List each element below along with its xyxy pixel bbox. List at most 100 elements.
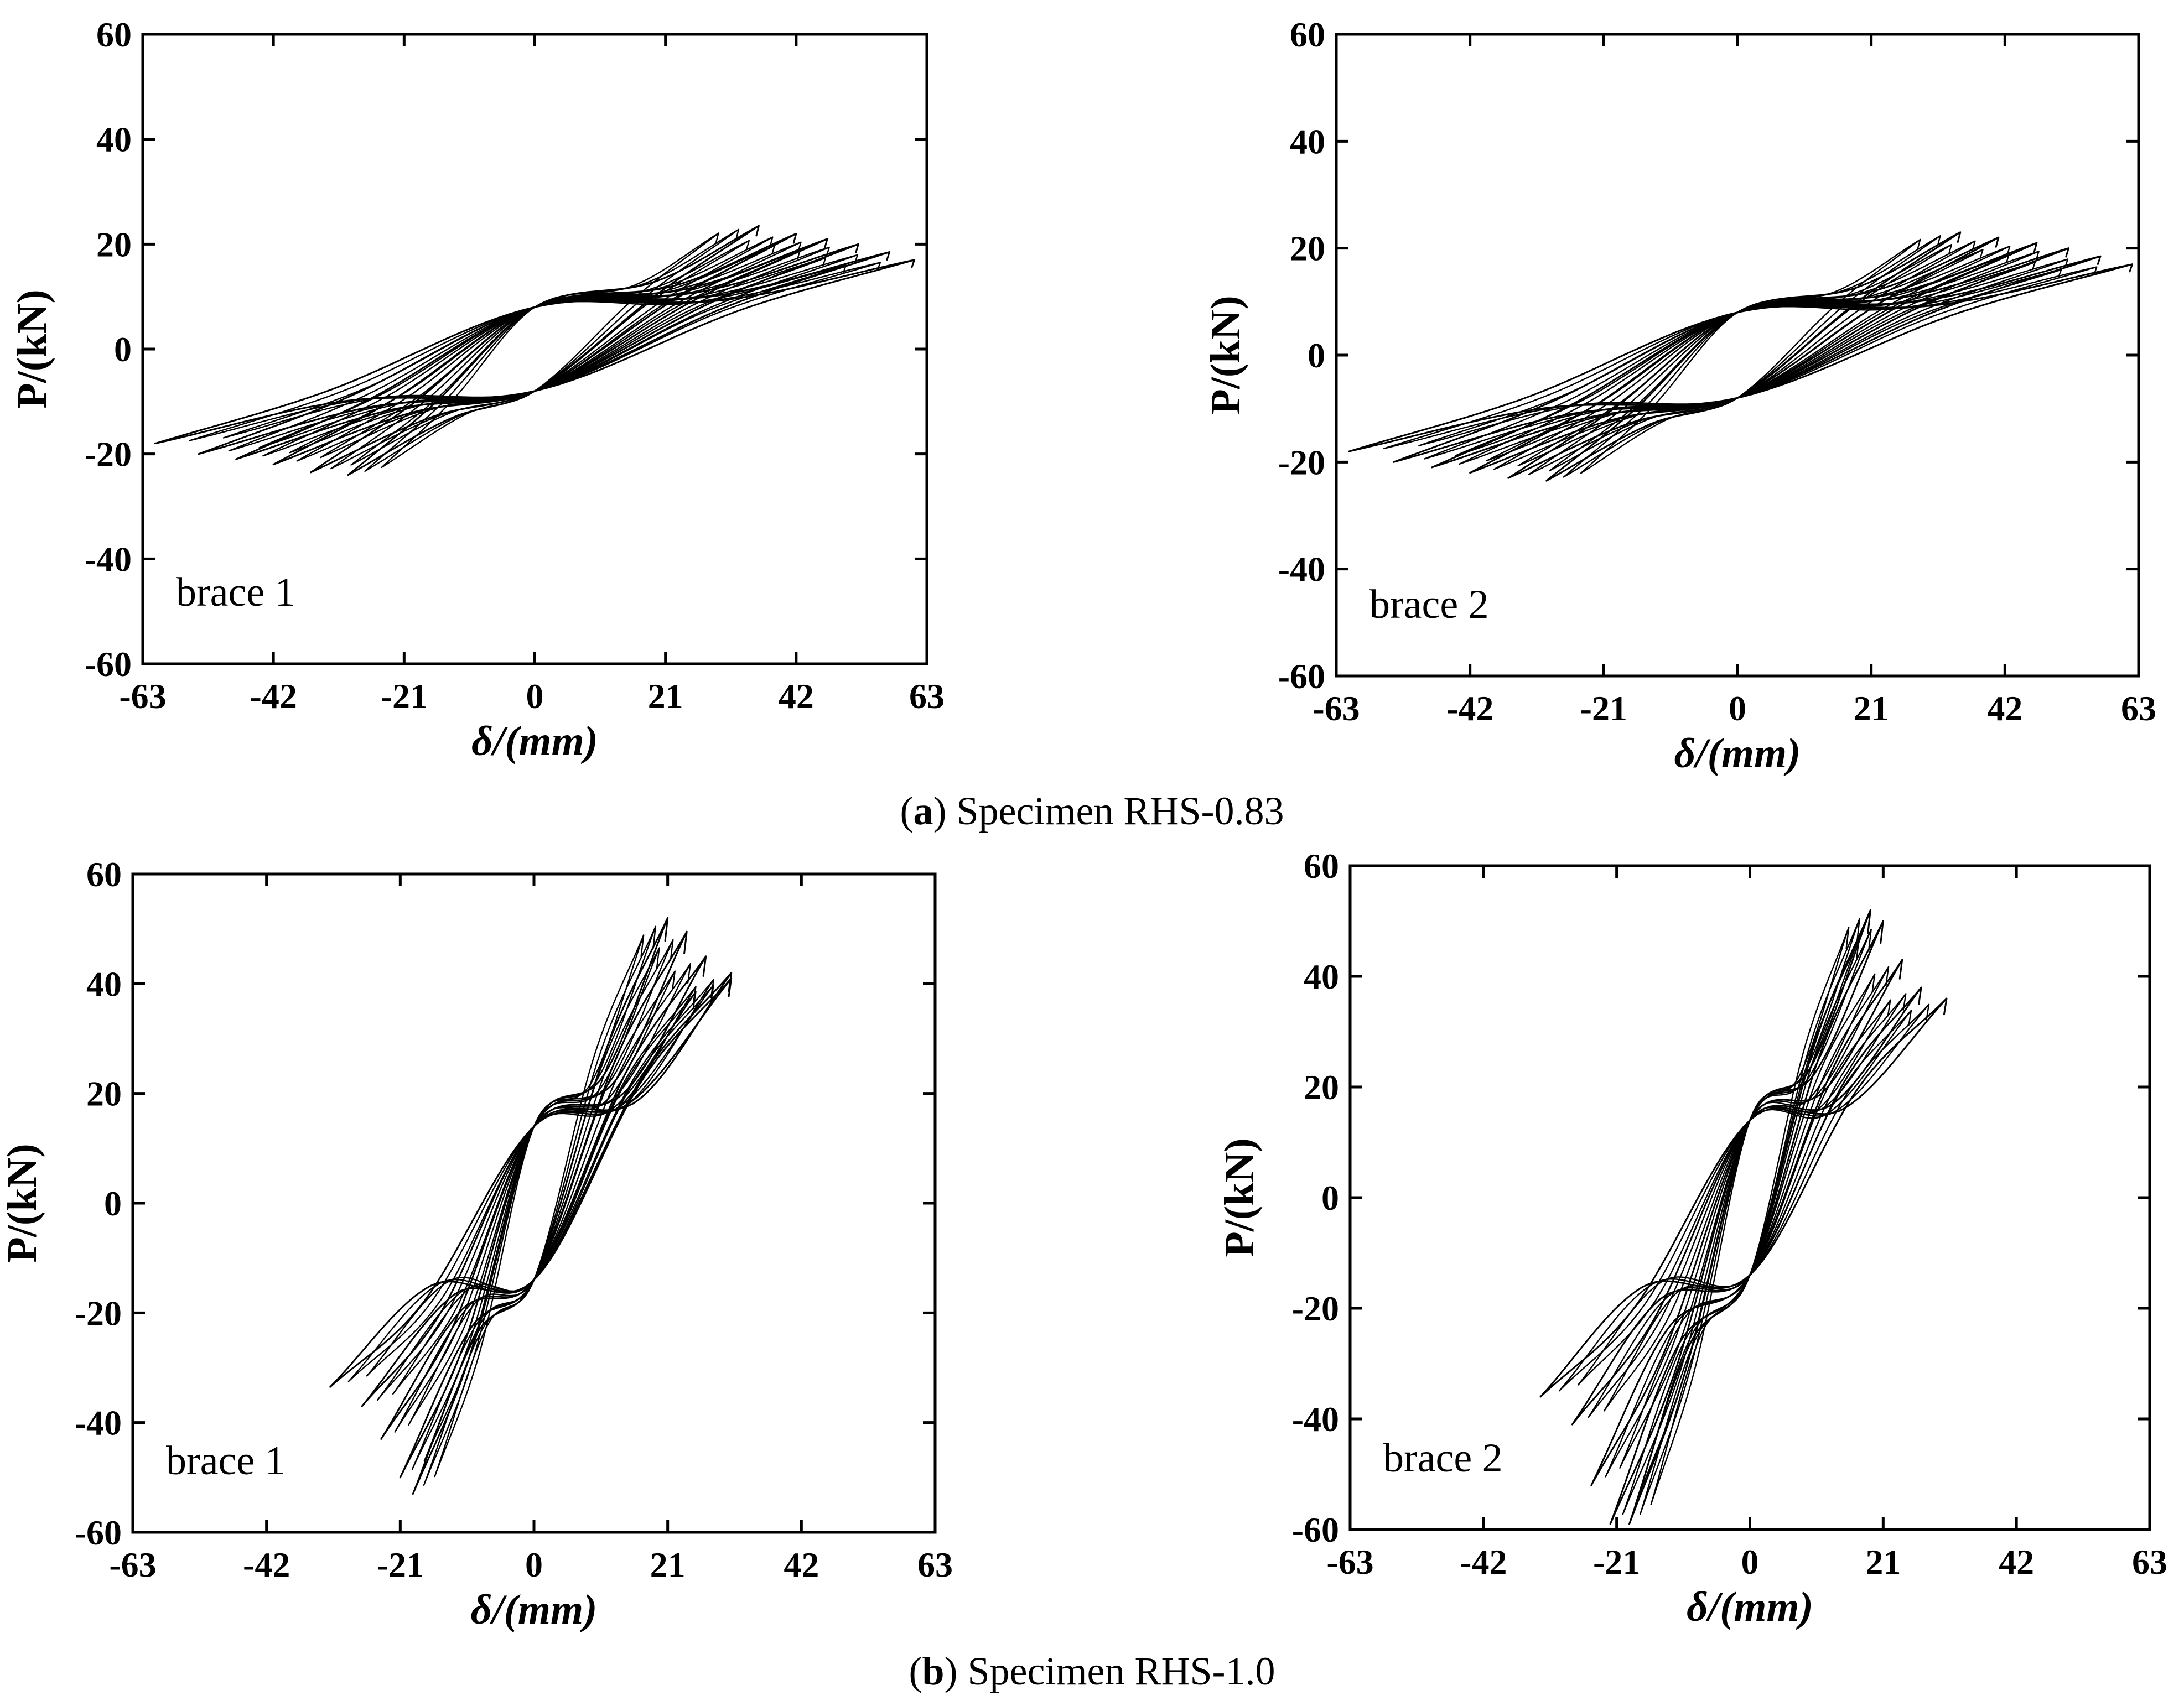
hysteresis-loop-3 [1469, 242, 2038, 474]
y-tick-label: -20 [1292, 1289, 1339, 1328]
hysteresis-subloop [434, 934, 645, 1478]
hysteresis-subloop [350, 240, 750, 466]
hysteresis-subloop [423, 925, 657, 1486]
y-tick-label: -40 [75, 1403, 122, 1443]
plot-frame [131, 872, 937, 1534]
hysteresis-loop-2 [1507, 236, 2000, 479]
y-tick-label: 60 [96, 15, 132, 54]
chart-panel-b-brace-1: -63 -42 -21 0 21 42 63 -60 -40 -20 0 20 40 60 δ/(mm) P/… [0, 855, 953, 1633]
caption-a-label: a [913, 789, 933, 833]
y-tick-label: 20 [1290, 229, 1325, 268]
x-tick-label: 21 [648, 677, 683, 716]
hysteresis-subloop [1383, 266, 2098, 449]
y-tick-label: 20 [86, 1074, 122, 1114]
hysteresis-subloop [1528, 240, 1976, 475]
hysteresis-loop-1 [1545, 231, 1962, 482]
x-tick-label: 21 [1865, 1542, 1901, 1582]
hysteresis-subloop [1578, 1010, 1912, 1386]
hysteresis-subloop [228, 254, 858, 452]
hysteresis-loop-3 [272, 238, 828, 466]
hysteresis-subloop [1580, 238, 1921, 474]
y-axis-label: P/(kN) [0, 1143, 45, 1262]
hysteresis-subloop [408, 970, 676, 1426]
x-tick-label: -21 [381, 677, 428, 716]
x-tick-label: 42 [1987, 689, 2022, 728]
hysteresis-subloop [1517, 249, 1984, 467]
hysteresis-loop-1 [412, 917, 669, 1495]
hysteresis-subloop [381, 232, 719, 469]
y-tick-label: -40 [85, 539, 132, 579]
caption-b: (b) Specimen RHS-1.0 [909, 1649, 1275, 1693]
x-tick-label: 63 [2132, 1542, 2167, 1582]
y-tick-label: 20 [1304, 1068, 1339, 1107]
hysteresis-subloop [394, 963, 691, 1433]
hysteresis-subloop [296, 241, 802, 462]
brace-annotation: brace 1 [166, 1438, 286, 1484]
y-tick-label: 0 [1308, 336, 1325, 375]
hysteresis-loop-2 [1609, 920, 1884, 1525]
y-axis-label: P/(kN) [9, 289, 55, 408]
x-tick-label: 42 [1999, 1542, 2034, 1582]
y-tick-label: 20 [96, 225, 132, 264]
hysteresis-loops [1539, 909, 1948, 1525]
hysteresis-loop-1 [347, 225, 760, 476]
y-tick-label: -60 [1278, 657, 1325, 696]
caption-b-label: b [922, 1649, 945, 1693]
y-axis-label: P/(kN) [1202, 295, 1249, 414]
y-tick-label: 40 [96, 120, 132, 159]
x-tick-label: -21 [1580, 689, 1627, 728]
x-tick-label: 0 [1741, 1542, 1759, 1582]
x-tick-label: -63 [109, 1545, 156, 1584]
y-tick-label: 60 [1304, 846, 1339, 886]
hysteresis-subloop [423, 947, 660, 1462]
y-tick-label: 40 [86, 964, 122, 1003]
x-tick-label: 63 [917, 1545, 953, 1584]
x-axis-label: δ/(mm) [1674, 730, 1801, 777]
x-tick-label: 21 [650, 1545, 686, 1584]
hysteresis-subloop [222, 264, 847, 439]
y-tick-label: 40 [1290, 122, 1325, 161]
hysteresis-subloop [1486, 254, 2010, 461]
y-tick-label: 0 [104, 1184, 122, 1223]
y-tick-label: 60 [86, 855, 122, 894]
hysteresis-loop-4 [235, 243, 859, 460]
hysteresis-loop-3 [1590, 959, 1903, 1486]
hysteresis-loops [1348, 231, 2133, 482]
caption-a-text: Specimen RHS-0.83 [956, 789, 1284, 833]
y-tick-label: -60 [75, 1513, 122, 1552]
hysteresis-loop-4 [361, 972, 733, 1407]
hysteresis-subloop [289, 249, 801, 454]
hysteresis-loops [154, 225, 915, 476]
x-tick-label: -42 [1460, 1542, 1507, 1582]
hysteresis-subloop [1604, 999, 1891, 1412]
brace-annotation: brace 2 [1383, 1435, 1503, 1481]
hysteresis-subloop [1493, 245, 2011, 470]
y-tick-label: 40 [1304, 957, 1339, 996]
x-tick-label: 42 [784, 1545, 819, 1584]
hysteresis-subloop [1635, 937, 1860, 1505]
hysteresis-loop-5 [1539, 997, 1948, 1398]
hysteresis-subloop [1605, 966, 1890, 1478]
hysteresis-loop-3 [380, 955, 707, 1440]
hysteresis-subloop [347, 984, 714, 1382]
y-axis-label: P/(kN) [1216, 1138, 1263, 1257]
hysteresis-subloop [392, 986, 697, 1395]
hysteresis-loop-4 [1431, 247, 2069, 469]
x-tick-label: 0 [526, 677, 544, 716]
hysteresis-subloop [262, 246, 830, 457]
hysteresis-subloop [330, 236, 774, 470]
y-tick-label: -20 [1278, 443, 1325, 482]
hysteresis-subloop [1619, 973, 1876, 1469]
hysteresis-subloop [1588, 993, 1907, 1418]
x-tick-label: -63 [1313, 689, 1360, 728]
hysteresis-subloop [1459, 251, 2040, 465]
x-tick-label: -42 [243, 1545, 290, 1584]
x-axis-label: δ/(mm) [1687, 1584, 1813, 1630]
y-tick-label: -40 [1278, 550, 1325, 589]
x-tick-label: -63 [119, 677, 166, 716]
brace-annotation: brace 1 [176, 570, 295, 615]
y-tick-label: 0 [114, 330, 132, 369]
hysteresis-subloop [258, 257, 827, 449]
chart-panel-a-brace-1: -63 -42 -21 0 21 42 63 -60 -40 -20 0 20 40 60 δ/(mm) P/… [9, 15, 945, 764]
